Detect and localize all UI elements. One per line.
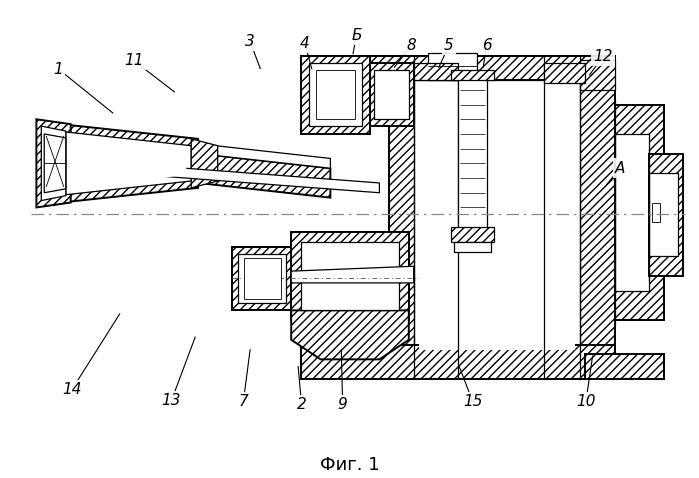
Polygon shape bbox=[71, 139, 187, 188]
Polygon shape bbox=[291, 232, 409, 320]
Polygon shape bbox=[66, 132, 192, 195]
Polygon shape bbox=[375, 70, 409, 119]
Text: 1: 1 bbox=[54, 62, 63, 76]
Polygon shape bbox=[451, 70, 494, 80]
Polygon shape bbox=[232, 247, 291, 310]
Polygon shape bbox=[41, 126, 66, 201]
Polygon shape bbox=[652, 203, 660, 222]
Text: 15: 15 bbox=[463, 394, 482, 410]
Text: 5: 5 bbox=[444, 38, 454, 54]
Polygon shape bbox=[44, 134, 66, 193]
Polygon shape bbox=[649, 153, 683, 276]
Polygon shape bbox=[389, 55, 614, 379]
Polygon shape bbox=[414, 80, 580, 355]
Text: 9: 9 bbox=[338, 397, 347, 413]
Text: A: A bbox=[615, 161, 626, 175]
Text: 8: 8 bbox=[406, 38, 416, 54]
Polygon shape bbox=[585, 355, 663, 379]
Polygon shape bbox=[614, 105, 663, 320]
Text: 2: 2 bbox=[296, 397, 306, 413]
Polygon shape bbox=[649, 173, 678, 257]
Polygon shape bbox=[614, 134, 649, 291]
Polygon shape bbox=[291, 310, 409, 359]
Polygon shape bbox=[95, 162, 380, 193]
Text: Фиг. 1: Фиг. 1 bbox=[319, 456, 380, 474]
Polygon shape bbox=[544, 64, 585, 83]
Bar bbox=[428, 53, 477, 80]
Text: 11: 11 bbox=[124, 53, 143, 68]
Polygon shape bbox=[419, 85, 575, 349]
Text: 7: 7 bbox=[238, 394, 248, 410]
Polygon shape bbox=[309, 64, 362, 126]
Polygon shape bbox=[370, 64, 414, 126]
Polygon shape bbox=[580, 60, 614, 90]
Text: 13: 13 bbox=[161, 393, 181, 408]
Polygon shape bbox=[301, 55, 370, 134]
Polygon shape bbox=[244, 259, 282, 299]
Polygon shape bbox=[198, 153, 331, 197]
Polygon shape bbox=[414, 64, 458, 80]
Text: 10: 10 bbox=[576, 394, 596, 410]
Polygon shape bbox=[192, 139, 217, 188]
Text: 6: 6 bbox=[482, 38, 491, 54]
Text: 4: 4 bbox=[300, 36, 310, 51]
Text: 12: 12 bbox=[593, 49, 613, 64]
Polygon shape bbox=[458, 75, 487, 232]
Polygon shape bbox=[198, 144, 331, 168]
Text: 14: 14 bbox=[62, 382, 82, 397]
Polygon shape bbox=[451, 227, 494, 242]
Polygon shape bbox=[454, 242, 491, 251]
Polygon shape bbox=[238, 253, 287, 304]
Text: 3: 3 bbox=[245, 34, 255, 49]
Polygon shape bbox=[316, 70, 355, 119]
Polygon shape bbox=[301, 55, 614, 80]
Polygon shape bbox=[61, 124, 198, 203]
Polygon shape bbox=[36, 119, 71, 207]
Polygon shape bbox=[301, 242, 399, 310]
Polygon shape bbox=[301, 345, 614, 379]
Text: Б: Б bbox=[351, 28, 361, 43]
Polygon shape bbox=[291, 266, 414, 283]
